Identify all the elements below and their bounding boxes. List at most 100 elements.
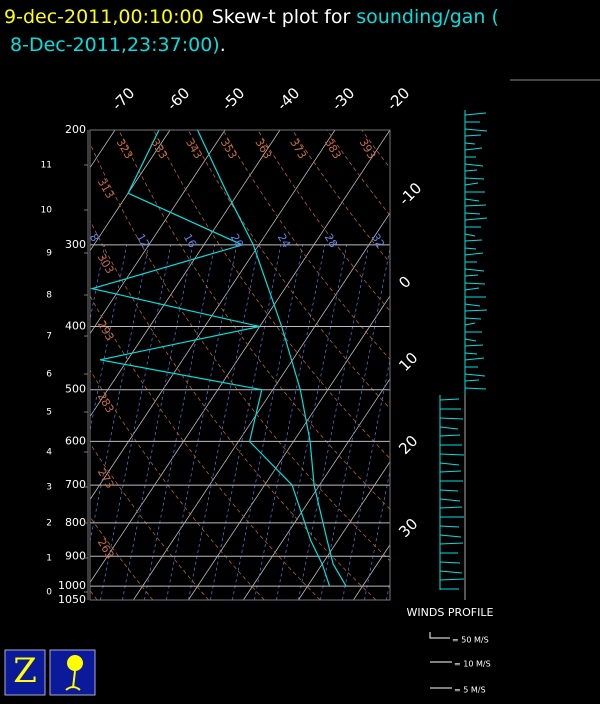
height-label: 8 — [46, 291, 52, 301]
pressure-label: 900 — [65, 549, 86, 562]
height-label: 1 — [46, 554, 52, 564]
isotherm — [133, 212, 390, 600]
station: sounding/gan ( — [356, 6, 499, 28]
temperature-label: -40 — [273, 84, 303, 114]
isotherm — [463, 130, 600, 600]
mixing-ratio-line — [275, 244, 348, 600]
title: Skew-t plot for — [212, 6, 351, 28]
isotherm — [298, 461, 390, 600]
isotherm — [90, 130, 226, 335]
theta-label: 313 — [95, 176, 117, 201]
theta-label: 283 — [95, 390, 117, 415]
winds-title: WINDS PROFILE — [407, 606, 494, 619]
mixing-ratio-label: 20 — [228, 232, 246, 251]
mixing-ratio-line — [231, 244, 304, 600]
isotherm — [90, 130, 116, 169]
legend-entry: = 10 M/S — [454, 660, 491, 669]
pressure-label: 1050 — [58, 593, 86, 606]
temperature-label: 10 — [395, 349, 421, 375]
dry-adiabat — [90, 589, 98, 600]
sounding-trace — [90, 130, 331, 587]
pressure-label: 600 — [65, 434, 86, 447]
height-label: 7 — [46, 332, 52, 342]
pressure-label: 300 — [65, 238, 86, 251]
dry-adiabat — [90, 295, 321, 600]
logo-letter: Z — [13, 651, 37, 691]
mixing-ratio-label: 8 — [87, 232, 102, 245]
pressure-label: 1000 — [58, 579, 86, 592]
temperature-label: -60 — [163, 84, 193, 114]
mixing-ratio-label: 32 — [369, 232, 387, 251]
station-time: 8-Dec-2011,23:37:00) — [10, 34, 220, 56]
mixing-ratio-line — [341, 357, 390, 600]
theta-label: 303 — [95, 251, 117, 276]
height-label: 6 — [46, 370, 52, 380]
temperature-label: 30 — [395, 515, 421, 541]
mixing-ratio-line — [143, 244, 216, 600]
mixing-ratio-line — [0, 245, 17, 600]
temperature-label: -50 — [218, 84, 248, 114]
pressure-label: 800 — [65, 516, 86, 529]
date: 9-dec-2011,00:10:00 — [4, 6, 204, 28]
legend-barbs — [429, 632, 452, 689]
mixing-ratio-line — [121, 244, 194, 600]
theta-label: 293 — [95, 318, 117, 343]
wind-barbs — [439, 112, 488, 590]
dry-adiabat — [153, 130, 390, 460]
height-label: 2 — [46, 519, 52, 529]
mixing-ratio-line — [319, 246, 390, 600]
title-line: 9-dec-2011,00:10:00 Skew-t plot for soundi… — [4, 6, 499, 28]
wind-profile — [439, 110, 488, 600]
theta-label: 263 — [95, 536, 117, 561]
theta-label: 383 — [322, 137, 344, 162]
title-line-2: 8-Dec-2011,23:37:00). — [10, 34, 226, 56]
isotherm — [0, 130, 5, 600]
dry-adiabat — [187, 130, 390, 410]
mixing-ratio-line — [363, 468, 390, 600]
isotherm — [408, 130, 600, 600]
dry-adiabat — [90, 442, 209, 600]
height-label: 3 — [46, 483, 52, 493]
mixing-ratio-line — [209, 244, 282, 600]
pressure-label: 500 — [65, 383, 86, 396]
mixing-ratio-line — [385, 579, 390, 600]
mixing-ratio-line — [297, 244, 370, 600]
height-label: 5 — [46, 408, 52, 418]
theta-label: 353 — [218, 137, 240, 162]
height-label: 11 — [41, 161, 52, 171]
dry-adiabat — [292, 130, 390, 264]
height-label: 0 — [46, 588, 52, 598]
balloon — [67, 655, 83, 671]
mixing-ratio-line — [90, 244, 128, 433]
temperature-label: -70 — [108, 84, 138, 114]
temperature-label: 20 — [395, 432, 421, 458]
isotherm — [0, 130, 60, 600]
theta-label: 343 — [183, 137, 205, 162]
pressure-label: 200 — [65, 123, 86, 136]
plot-frame — [89, 129, 391, 601]
dry-adiabat — [90, 219, 377, 600]
isotherm — [90, 130, 336, 501]
balloon-string — [65, 670, 81, 691]
mixing-ratio-line — [187, 244, 260, 600]
temperature-label: -30 — [328, 84, 358, 114]
theta-label: 323 — [114, 137, 136, 162]
temperature-label: -20 — [383, 84, 413, 114]
isotherm — [188, 295, 390, 600]
isotherm — [90, 130, 281, 418]
isotherm — [90, 130, 171, 252]
dry-adiabat — [90, 142, 390, 562]
mixing-ratio-label: 12 — [134, 232, 152, 251]
period: . — [220, 34, 226, 56]
pressure-label: 400 — [65, 319, 86, 332]
theta-label: 393 — [357, 137, 379, 162]
sounding-trace — [196, 130, 347, 587]
theta-label: 373 — [287, 137, 309, 162]
isotherm — [243, 378, 390, 600]
mixing-ratio-line — [165, 244, 238, 600]
temperature-label: -10 — [395, 179, 425, 209]
mixing-ratio-label: 24 — [275, 232, 293, 251]
dry-adiabat — [90, 369, 265, 600]
